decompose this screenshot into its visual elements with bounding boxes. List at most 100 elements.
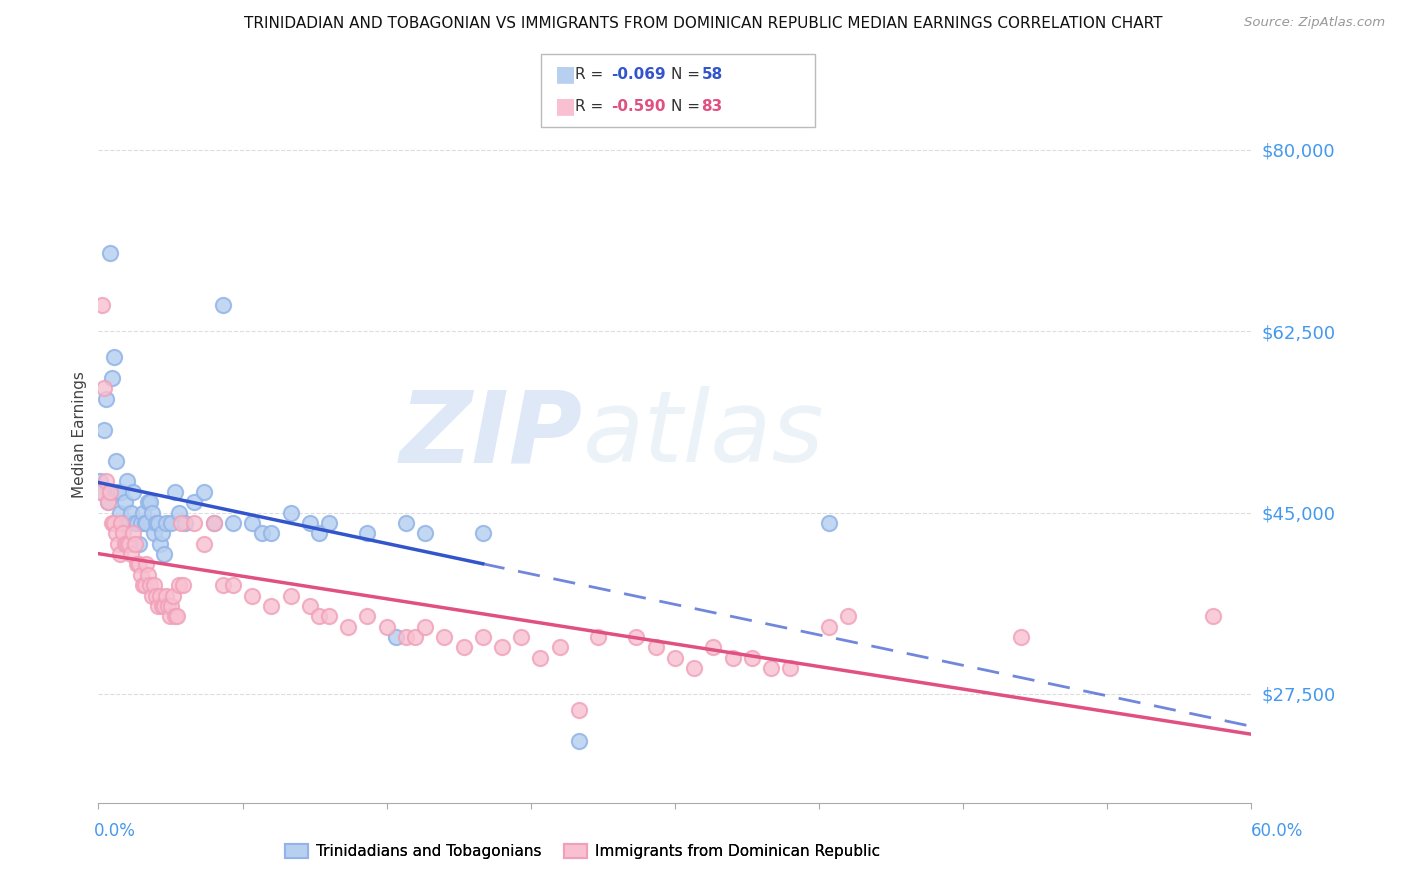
Point [118,516,141,530]
Point [134,578,156,592]
Point [471,526,494,541]
Point [91,298,114,312]
Point [108,506,131,520]
Point [152,599,174,613]
Point [124,537,146,551]
Point [98,246,121,260]
Point [125,558,148,572]
Point [128,558,150,572]
Point [260,526,283,541]
Point [413,526,436,541]
Point [280,589,302,603]
Point [586,630,609,644]
Point [134,516,156,530]
Point [107,537,129,551]
Point [453,640,475,655]
Text: Source: ZipAtlas.com: Source: ZipAtlas.com [1244,16,1385,29]
Point [1010,630,1032,644]
Point [125,516,148,530]
Point [626,630,648,644]
Point [150,526,173,541]
Point [149,537,172,551]
Point [112,516,135,530]
Point [160,599,183,613]
Point [183,516,205,530]
Point [129,567,152,582]
Point [98,484,121,499]
Point [298,599,321,613]
Point [160,516,183,530]
Point [104,454,127,468]
Point [172,578,194,592]
Point [222,516,245,530]
Point [152,547,174,561]
Point [240,516,263,530]
Point [117,537,139,551]
Point [337,619,360,633]
Point [817,516,839,530]
Point [135,516,157,530]
Point [120,547,142,561]
Legend: Trinidadians and Tobagonians, Immigrants from Dominican Republic: Trinidadians and Tobagonians, Immigrants… [280,838,886,865]
Point [103,350,125,364]
Point [356,609,378,624]
Point [779,661,801,675]
Text: 83: 83 [702,99,723,113]
Point [471,630,494,644]
Text: ■: ■ [555,96,576,116]
Point [139,578,162,592]
Point [260,599,283,613]
Point [107,484,129,499]
Point [114,495,136,509]
Point [240,589,263,603]
Point [112,526,135,541]
Point [167,578,190,592]
Point [385,630,408,644]
Point [395,516,418,530]
Text: 0.0%: 0.0% [94,822,136,840]
Text: R =: R = [575,99,609,113]
Point [165,484,187,499]
Point [529,650,551,665]
Point [280,506,302,520]
Point [108,547,131,561]
Point [122,484,145,499]
Point [120,506,142,520]
Text: N =: N = [671,67,704,81]
Point [491,640,513,655]
Point [143,578,166,592]
Point [110,484,132,499]
Point [97,495,120,509]
Point [395,630,418,644]
Point [683,661,706,675]
Point [94,392,117,406]
Point [433,630,456,644]
Point [167,506,190,520]
Point [318,516,340,530]
Point [129,516,152,530]
Point [91,484,114,499]
Point [89,484,111,499]
Text: ■: ■ [555,64,576,84]
Point [644,640,666,655]
Point [124,516,146,530]
Point [568,733,591,747]
Text: -0.590: -0.590 [612,99,666,113]
Point [145,516,167,530]
Point [103,516,125,530]
Point [93,381,115,395]
Point [150,599,173,613]
Point [308,526,330,541]
Text: 60.0%: 60.0% [1250,822,1303,840]
Point [156,599,179,613]
Point [101,516,124,530]
Point [174,516,197,530]
Point [128,537,150,551]
Text: ZIP: ZIP [399,386,582,483]
Point [165,609,187,624]
Point [162,589,184,603]
Point [139,495,162,509]
Point [104,526,127,541]
Text: N =: N = [671,99,704,113]
Point [166,609,188,624]
